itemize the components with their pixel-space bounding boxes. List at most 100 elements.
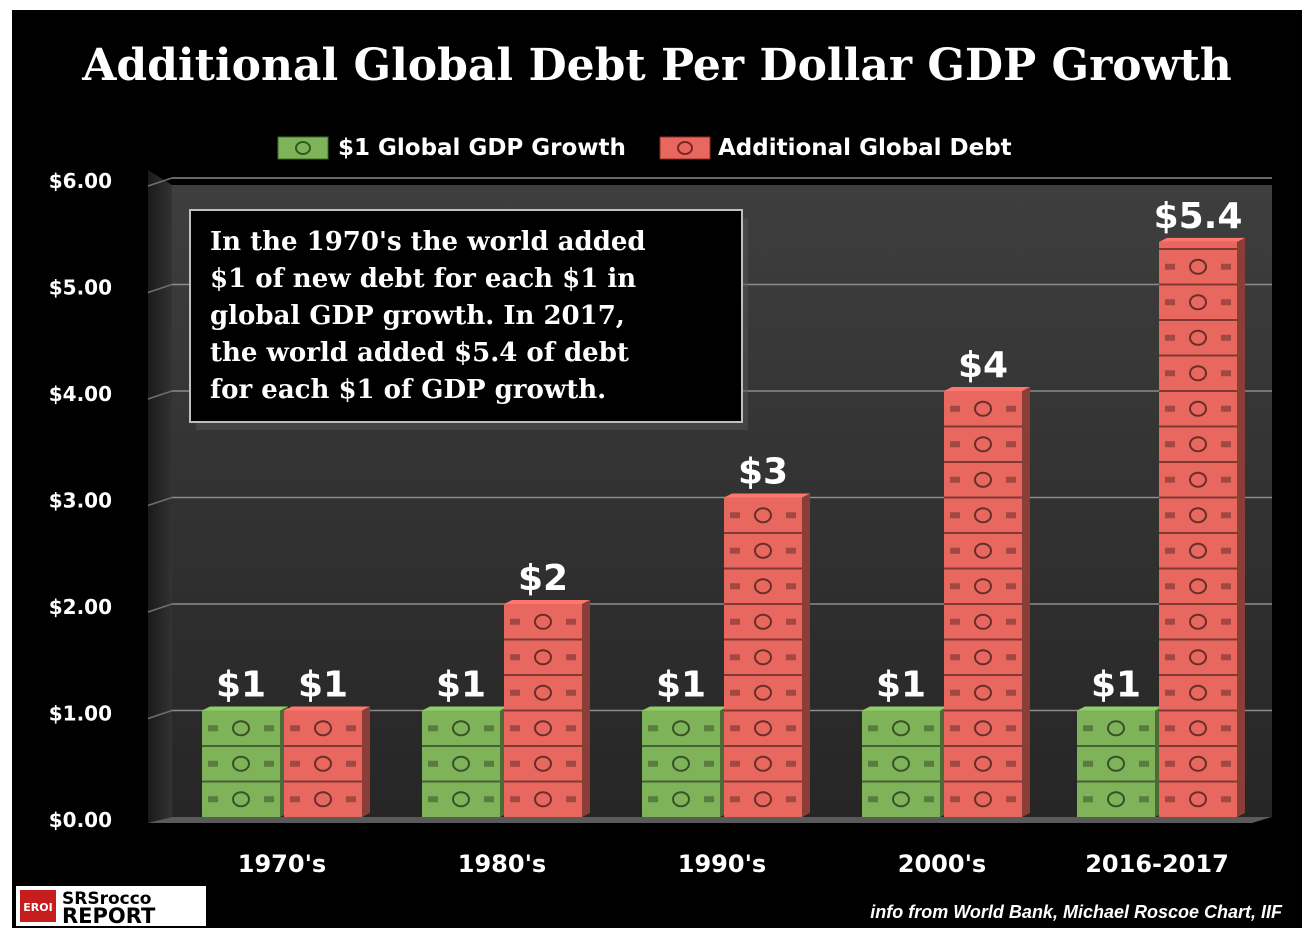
bill-seal bbox=[264, 725, 274, 732]
bar-debt-3 bbox=[944, 387, 1030, 817]
bill-seal bbox=[924, 796, 934, 803]
bill-seal bbox=[786, 547, 796, 554]
bars bbox=[202, 237, 1245, 817]
bar-debt-1 bbox=[504, 600, 590, 817]
bar-top bbox=[1077, 706, 1163, 711]
bill-seal bbox=[950, 547, 960, 554]
bill-seal bbox=[786, 583, 796, 590]
plot-floor bbox=[148, 817, 1272, 823]
bill-portrait bbox=[892, 791, 910, 808]
bill-portrait bbox=[232, 720, 250, 737]
bill-seal bbox=[786, 618, 796, 625]
bill-seal bbox=[704, 760, 714, 767]
y-axis-ticks: $0.00 $1.00 $2.00 $3.00 $4.00 $5.00 $6.00 bbox=[49, 169, 112, 832]
bill-portrait bbox=[974, 578, 992, 595]
bill-seal bbox=[786, 760, 796, 767]
bill-portrait bbox=[1189, 400, 1207, 417]
bar-debt-0 bbox=[284, 706, 370, 817]
bar-top bbox=[202, 706, 288, 711]
value-label: $5.4 bbox=[1154, 196, 1243, 237]
bill-portrait bbox=[1189, 542, 1207, 559]
bill-seal bbox=[1165, 441, 1175, 448]
bill-seal bbox=[1165, 796, 1175, 803]
bill-portrait bbox=[754, 791, 772, 808]
grid-line-side bbox=[147, 709, 173, 720]
chart-frame: Additional Global Debt Per Dollar GDP Gr… bbox=[12, 10, 1302, 928]
legend-swatch-gdp bbox=[277, 136, 329, 160]
bar-gdp-2 bbox=[642, 706, 728, 817]
bill-portrait bbox=[1107, 720, 1125, 737]
bar-debt-2 bbox=[724, 493, 810, 817]
source-credit: info from World Bank, Michael Roscoe Cha… bbox=[870, 902, 1283, 922]
legend-swatch-debt bbox=[659, 136, 711, 160]
bill-seal bbox=[730, 618, 740, 625]
category-label: 2000's bbox=[898, 850, 986, 878]
bill-portrait bbox=[974, 613, 992, 630]
bill-portrait bbox=[1189, 329, 1207, 346]
bill-portrait bbox=[754, 613, 772, 630]
bill-portrait bbox=[452, 755, 470, 772]
bill-portrait bbox=[1189, 294, 1207, 311]
value-label: $4 bbox=[958, 345, 1008, 386]
bill-seal bbox=[1083, 796, 1093, 803]
bill-seal bbox=[1165, 583, 1175, 590]
category-label: 1980's bbox=[458, 850, 546, 878]
bill-seal bbox=[1006, 654, 1016, 661]
bill-seal bbox=[924, 725, 934, 732]
bill-portrait bbox=[1189, 755, 1207, 772]
bar-debt-4 bbox=[1159, 237, 1245, 817]
logo-badge-text: EROI bbox=[23, 901, 52, 914]
bar-top bbox=[1159, 237, 1245, 242]
bill-seal bbox=[1165, 654, 1175, 661]
grid-line-side bbox=[147, 390, 173, 400]
bill-seal bbox=[290, 796, 300, 803]
value-label: $1 bbox=[1091, 665, 1141, 706]
chart-svg: Additional Global Debt Per Dollar GDP Gr… bbox=[16, 40, 1283, 928]
bill-seal bbox=[1221, 760, 1231, 767]
value-label: $1 bbox=[436, 665, 486, 706]
bill-seal bbox=[1139, 760, 1149, 767]
bar-top bbox=[944, 387, 1030, 391]
bill-seal bbox=[1221, 476, 1231, 483]
y-tick-label: $5.00 bbox=[49, 276, 112, 300]
bill-seal bbox=[950, 405, 960, 412]
bill-seal bbox=[1221, 299, 1231, 306]
bill-seal bbox=[1006, 689, 1016, 696]
bill-portrait bbox=[232, 755, 250, 772]
bill-seal bbox=[1006, 405, 1016, 412]
value-label: $1 bbox=[876, 665, 926, 706]
bill-seal bbox=[648, 725, 658, 732]
bill-portrait bbox=[1189, 578, 1207, 595]
bill-portrait bbox=[754, 507, 772, 524]
annotation-line-1: In the 1970's the world added bbox=[210, 227, 646, 257]
value-label: $1 bbox=[216, 665, 266, 706]
y-tick-label: $4.00 bbox=[49, 382, 112, 406]
annotation-line-2: $1 of new debt for each $1 in bbox=[210, 264, 636, 294]
bill-portrait bbox=[974, 755, 992, 772]
bar-top bbox=[504, 600, 590, 604]
bill-seal bbox=[1165, 263, 1175, 270]
legend-label-debt: Additional Global Debt bbox=[718, 135, 1012, 161]
bill-portrait bbox=[974, 791, 992, 808]
bill-portrait bbox=[534, 755, 552, 772]
bill-portrait bbox=[534, 649, 552, 666]
bill-seal bbox=[950, 512, 960, 519]
bill-seal bbox=[1006, 476, 1016, 483]
bill-portrait bbox=[1189, 613, 1207, 630]
bill-seal bbox=[1221, 370, 1231, 377]
bill-seal bbox=[786, 796, 796, 803]
bill-seal bbox=[1006, 512, 1016, 519]
bill-portrait bbox=[974, 720, 992, 737]
bill-portrait bbox=[974, 436, 992, 453]
annotation-line-3: global GDP growth. In 2017, bbox=[210, 301, 625, 331]
bill-portrait bbox=[1107, 755, 1125, 772]
bar-side bbox=[1022, 387, 1030, 817]
bill-seal bbox=[510, 654, 520, 661]
bill-portrait bbox=[452, 791, 470, 808]
y-tick-label: $0.00 bbox=[49, 808, 112, 832]
bill-seal bbox=[1221, 654, 1231, 661]
bar-gdp-0 bbox=[202, 706, 288, 817]
bill-seal bbox=[428, 725, 438, 732]
logo-line-2: REPORT bbox=[62, 904, 156, 928]
bill-seal bbox=[1221, 547, 1231, 554]
